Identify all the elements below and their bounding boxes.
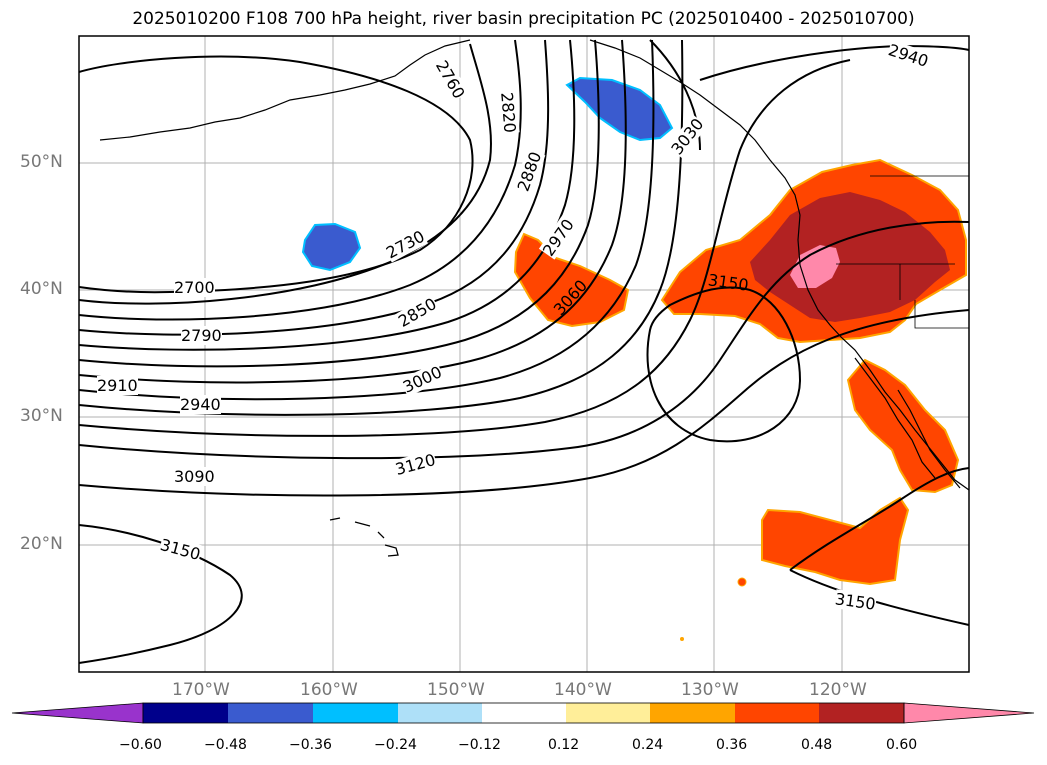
contour-5 bbox=[78, 39, 576, 351]
contour-8 bbox=[78, 39, 655, 401]
colorbar-tick: −0.36 bbox=[289, 737, 332, 753]
contour-6 bbox=[78, 39, 600, 368]
colorbar-tick: −0.60 bbox=[119, 737, 162, 753]
lon-label-140w: 140°W bbox=[554, 680, 612, 700]
lat-label-50n: 50°N bbox=[20, 152, 63, 172]
contour-low-center bbox=[78, 55, 474, 294]
lat-label-40n: 40°N bbox=[20, 279, 63, 299]
contour-label: 2940 bbox=[180, 395, 221, 414]
colorbar-seg-8 bbox=[735, 703, 819, 723]
lon-label-150w: 150°W bbox=[427, 680, 485, 700]
lon-label-120w: 120°W bbox=[809, 680, 867, 700]
contour-10 bbox=[78, 59, 851, 437]
alaska-panhandle bbox=[589, 39, 970, 491]
blue-region-north bbox=[565, 76, 674, 142]
colorbar-seg-7 bbox=[650, 703, 735, 723]
contour-7 bbox=[78, 39, 627, 384]
colorbar-tick: −0.24 bbox=[374, 737, 417, 753]
contour-label: 2910 bbox=[97, 376, 138, 395]
contour-9 bbox=[78, 39, 684, 416]
baja-coast bbox=[854, 357, 936, 479]
contour-3 bbox=[78, 39, 522, 321]
contour-label: 2790 bbox=[181, 326, 222, 345]
colorbar-seg-5 bbox=[482, 703, 566, 723]
colorbar-tick: 0.48 bbox=[801, 737, 833, 753]
hawaii bbox=[329, 517, 399, 557]
contour-label: 3090 bbox=[174, 467, 215, 486]
colorbar-extend-right bbox=[903, 702, 1035, 724]
colorbar-seg-1 bbox=[143, 703, 228, 723]
lon-label-130w: 130°W bbox=[681, 680, 739, 700]
pink-region-west-us bbox=[790, 245, 840, 288]
precip-shading bbox=[301, 76, 967, 641]
contour-11 bbox=[78, 220, 970, 460]
colorbar-seg-4 bbox=[398, 703, 482, 723]
contour-3150-north bbox=[646, 286, 802, 443]
colorbar-seg-9 bbox=[819, 703, 904, 723]
coastlines bbox=[99, 39, 970, 557]
colorbar-extend-left bbox=[11, 702, 144, 724]
alaska-peninsula bbox=[99, 39, 471, 141]
colorbar-tick: 0.36 bbox=[716, 737, 748, 753]
lon-label-170w: 170°W bbox=[172, 680, 230, 700]
colorbar-tick: −0.12 bbox=[458, 737, 501, 753]
contour-13 bbox=[78, 524, 243, 664]
graticule bbox=[79, 36, 969, 672]
blue-region-mid bbox=[301, 222, 362, 272]
colorbar-tick: −0.48 bbox=[204, 737, 247, 753]
colorbar-tick: 0.60 bbox=[886, 737, 918, 753]
lon-label-160w: 160°W bbox=[300, 680, 358, 700]
colorbar bbox=[11, 702, 1035, 724]
map-frame bbox=[78, 35, 970, 673]
orange-region-mexico bbox=[761, 496, 910, 586]
contour-label: 2820 bbox=[497, 91, 520, 134]
colorbar-seg-6 bbox=[566, 703, 650, 723]
colorbar-tick: 0.12 bbox=[548, 737, 580, 753]
colorbar-tick: 0.24 bbox=[632, 737, 664, 753]
colorbar-seg-3 bbox=[313, 703, 398, 723]
orange-region-baja bbox=[846, 358, 960, 494]
contour-2 bbox=[78, 43, 492, 305]
map-title: 2025010200 F108 700 hPa height, river ba… bbox=[132, 9, 915, 29]
contour-label: 2700 bbox=[174, 278, 215, 297]
small-orange-dot bbox=[737, 577, 747, 587]
orange-region-pacific bbox=[513, 232, 630, 328]
contour-12 bbox=[78, 309, 970, 497]
colorbar-seg-2 bbox=[228, 703, 313, 723]
state-borders bbox=[836, 175, 969, 329]
tiny-orange-dot bbox=[680, 637, 684, 641]
lat-label-30n: 30°N bbox=[20, 406, 63, 426]
colorbar-frame bbox=[142, 702, 905, 724]
contour-2940-north bbox=[699, 44, 970, 81]
lat-label-20n: 20°N bbox=[20, 534, 63, 554]
